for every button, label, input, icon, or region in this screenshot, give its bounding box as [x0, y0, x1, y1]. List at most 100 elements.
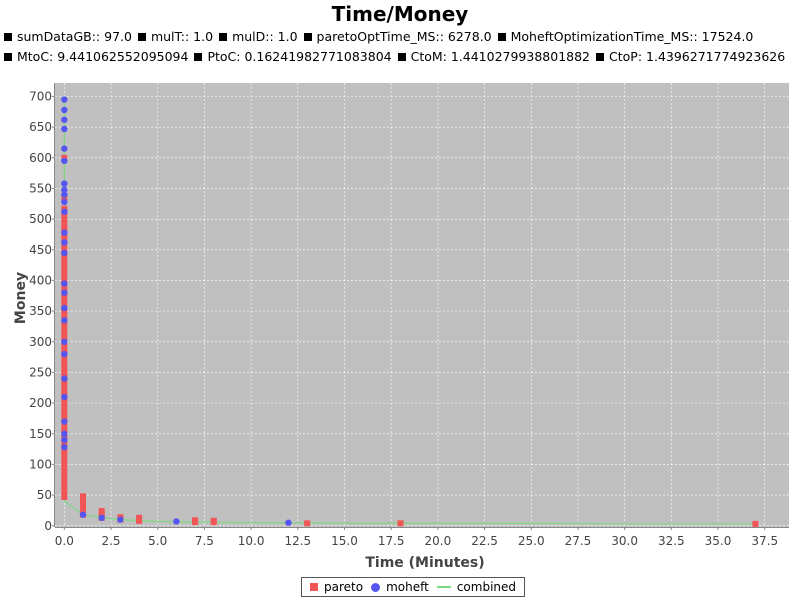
- moheft-point: [61, 186, 68, 193]
- moheft-point: [61, 116, 68, 123]
- pareto-point: [61, 275, 68, 282]
- legend-marker-icon: [371, 582, 381, 592]
- pareto-point: [61, 462, 68, 469]
- pareto-point: [192, 517, 199, 524]
- legend-label: pareto: [324, 580, 364, 594]
- x-axis-ticks: 0.0 2.5 5.0 7.5 10.0 12.5 15.0 17.5 20.0 22.5 25.0…: [55, 527, 778, 548]
- y-tick-label: 250: [29, 365, 52, 379]
- pareto-point: [61, 387, 68, 394]
- moheft-point: [61, 125, 68, 133]
- legend-item-pareto: pareto: [310, 580, 363, 594]
- x-tick-label: 32.5: [658, 534, 685, 548]
- x-axis-label: Time (Minutes): [365, 555, 484, 571]
- pareto-point: [61, 451, 68, 458]
- y-tick-label: 500: [29, 212, 52, 226]
- x-tick-label: 10.0: [238, 534, 265, 548]
- plot-background: [55, 83, 789, 527]
- subtitle-item: mulT:: 1.0: [137, 29, 214, 44]
- pareto-point: [61, 483, 68, 490]
- x-tick-label: 7.5: [195, 534, 214, 548]
- moheft-point: [61, 180, 68, 187]
- pareto-point: [61, 414, 68, 421]
- series-moheft: [61, 96, 292, 526]
- moheft-point: [61, 145, 68, 152]
- y-tick-label: 450: [29, 243, 52, 257]
- legend-marker-icon: [310, 583, 318, 591]
- legend-label: moheft: [386, 580, 429, 594]
- y-tick-label: 200: [29, 396, 52, 410]
- moheft-point: [61, 96, 68, 103]
- pareto-point: [61, 345, 68, 352]
- x-tick-label: 15.0: [331, 534, 358, 548]
- axes: [54, 83, 789, 528]
- y-tick-label: 650: [29, 120, 52, 134]
- pareto-point: [61, 259, 68, 266]
- pareto-point: [61, 371, 68, 378]
- legend-label: combined: [456, 580, 517, 594]
- x-tick-label: 0.0: [55, 534, 74, 548]
- moheft-point: [61, 338, 68, 345]
- pareto-point: [210, 517, 217, 524]
- y-axis-ticks: 0 50 100 150 200 250 300 350 400 450 500 550 600 650 7…: [29, 89, 55, 533]
- moheft-point: [61, 317, 68, 324]
- pareto-point: [61, 403, 68, 410]
- subtitle-text: CtoP: 1.4396271774923626: [609, 49, 786, 64]
- pareto-point: [304, 520, 311, 527]
- pareto-point: [61, 313, 68, 320]
- pareto-point: [61, 457, 68, 464]
- moheft-point: [61, 239, 68, 246]
- pareto-point: [80, 507, 87, 514]
- pareto-point: [80, 498, 87, 505]
- x-tick-label: 2.5: [101, 534, 120, 548]
- subtitle-row: MtoC: 9.441062552095094 PtoC: 0.162419827…: [4, 49, 800, 64]
- subtitle-marker-icon: [303, 33, 312, 41]
- y-tick-label: 150: [29, 427, 52, 441]
- pareto-point: [61, 286, 68, 293]
- subtitle-text: MtoC: 9.441062552095094: [17, 49, 189, 64]
- subtitle-text: mulD:: 1.0: [232, 29, 298, 44]
- pareto-point: [61, 367, 68, 374]
- pareto-point: [98, 511, 105, 518]
- subtitle-marker-icon: [497, 33, 506, 41]
- y-tick-label: 50: [37, 488, 52, 502]
- y-tick-label: 350: [29, 304, 52, 318]
- moheft-point: [61, 375, 68, 382]
- moheft-point: [61, 106, 68, 114]
- pareto-point: [61, 334, 68, 341]
- pareto-point: [61, 243, 68, 250]
- moheft-point: [98, 514, 105, 522]
- x-tick-label: 5.0: [148, 534, 167, 548]
- x-tick-label: 12.5: [284, 534, 311, 548]
- moheft-point: [117, 516, 124, 523]
- pareto-point: [61, 493, 68, 500]
- moheft-point: [61, 436, 68, 444]
- moheft-point: [61, 418, 68, 425]
- pareto-point: [61, 355, 68, 362]
- moheft-point: [285, 519, 292, 526]
- moheft-point: [61, 444, 68, 451]
- subtitle-text: mulT:: 1.0: [150, 29, 214, 44]
- moheft-point: [61, 430, 68, 437]
- y-tick-label: 400: [29, 273, 52, 287]
- subtitle-item: paretoOptTime_MS:: 6278.0: [303, 29, 492, 44]
- subtitle-item: sumDataGB:: 97.0: [4, 29, 132, 44]
- pareto-point: [61, 361, 68, 368]
- subtitle-text: paretoOptTime_MS:: 6278.0: [316, 29, 492, 44]
- moheft-point: [61, 249, 68, 257]
- moheft-point: [61, 304, 68, 312]
- subtitle-text: sumDataGB:: 97.0: [17, 29, 132, 44]
- pareto-point: [61, 467, 68, 474]
- y-tick-label: 550: [29, 181, 52, 195]
- subtitle-item: CtoP: 1.4396271774923626: [596, 49, 785, 64]
- legend-marker-icon: [436, 586, 451, 588]
- x-tick-label: 27.5: [565, 534, 592, 548]
- moheft-point: [61, 229, 68, 236]
- pareto-point: [752, 520, 759, 527]
- subtitle-marker-icon: [4, 33, 12, 41]
- pareto-point: [61, 425, 68, 432]
- subtitle-marker-icon: [219, 33, 228, 41]
- pareto-point: [61, 473, 68, 480]
- y-tick-label: 100: [29, 457, 52, 471]
- x-tick-label: 35.0: [705, 534, 732, 548]
- pareto-point: [61, 216, 68, 223]
